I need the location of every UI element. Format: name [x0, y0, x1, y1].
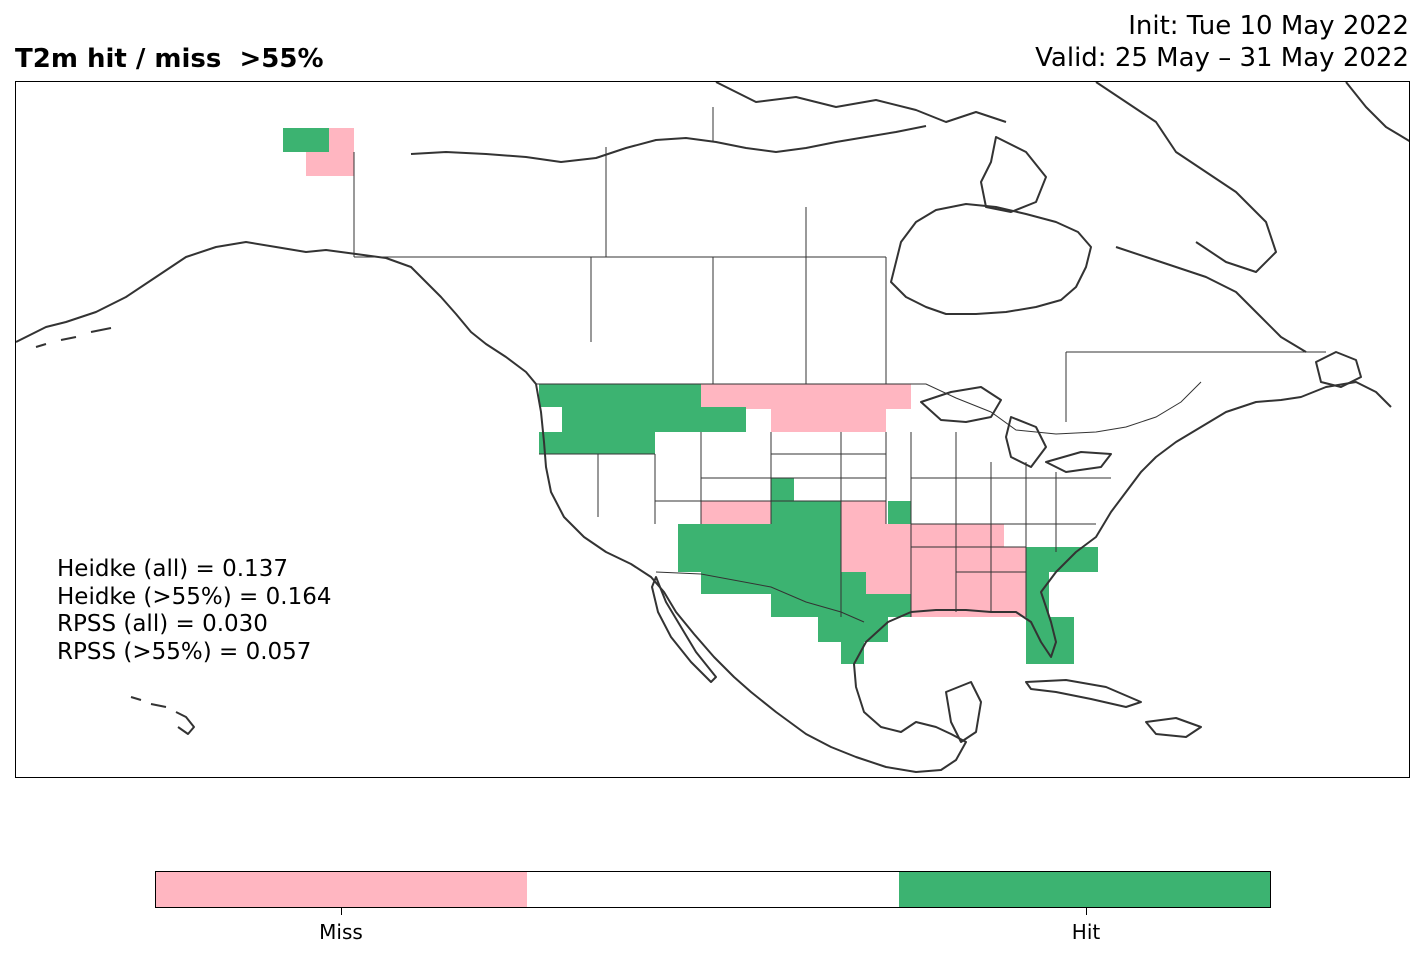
hit-cell-carolina — [1026, 547, 1098, 664]
legend-colorbar — [155, 871, 1271, 908]
miss-cell-colorado — [701, 501, 771, 524]
legend-tick-hit — [1086, 908, 1087, 915]
labrador-coast — [1115, 246, 1307, 353]
map-title: T2m hit / miss >55% — [15, 44, 324, 74]
score-annotations: Heidke (all) = 0.137 Heidke (>55%) = 0.1… — [57, 556, 331, 666]
coastlines — [16, 82, 1409, 773]
canada-provinces — [354, 107, 1326, 422]
arctic-island-2 — [980, 136, 1047, 213]
hit-cell-central — [771, 501, 841, 524]
greenland-coast — [1345, 82, 1409, 142]
map-canvas — [16, 82, 1409, 773]
arctic-coast — [410, 125, 927, 163]
map-panel — [15, 81, 1410, 778]
newfoundland — [1315, 351, 1362, 388]
miss-cells — [306, 128, 1026, 617]
hispaniola — [1145, 717, 1202, 738]
date-info: Init: Tue 10 May 2022 Valid: 25 May – 31… — [1035, 10, 1409, 74]
hit-cells — [283, 128, 1098, 664]
us-states-west — [539, 432, 887, 617]
legend-label-miss: Miss — [319, 920, 363, 944]
hit-cell-alaska — [283, 128, 329, 152]
great-lakes — [920, 386, 1112, 473]
hit-cell-pacific-nw — [539, 384, 746, 454]
arctic-island-3 — [1095, 82, 1277, 273]
hudson-bay-coast — [890, 203, 1092, 315]
rpss-55: RPSS (>55%) = 0.057 — [57, 638, 312, 665]
cuba — [1025, 679, 1142, 708]
legend-swatch-neutral — [527, 872, 899, 907]
hawaii — [130, 696, 195, 735]
aleutians — [35, 327, 112, 348]
north-america-coast — [16, 241, 1392, 773]
baja-peninsula — [651, 576, 717, 683]
hit-cell-colorado-mtn — [771, 478, 794, 501]
legend-swatch-miss — [156, 872, 528, 907]
us-canada-border — [536, 381, 1202, 435]
legend-swatch-hit — [898, 872, 1270, 907]
heidke-55: Heidke (>55%) = 0.164 — [57, 583, 332, 610]
us-states-east — [910, 432, 1111, 617]
arctic-island-1 — [715, 82, 1007, 123]
heidke-all: Heidke (all) = 0.137 — [57, 556, 288, 582]
miss-cell-montana — [701, 384, 911, 432]
hit-cell-southwest — [678, 524, 911, 664]
valid-date: Valid: 25 May – 31 May 2022 — [1035, 43, 1409, 73]
legend-label-hit: Hit — [1071, 920, 1101, 944]
rpss-all: RPSS (all) = 0.030 — [57, 611, 268, 637]
init-date: Init: Tue 10 May 2022 — [1128, 11, 1409, 41]
us-mexico-border — [655, 571, 865, 623]
hit-cell-ozark — [888, 501, 911, 524]
miss-cell-oklahoma — [841, 501, 886, 524]
legend-tick-miss — [341, 908, 342, 915]
borders — [353, 107, 1326, 623]
yucatan — [945, 681, 982, 743]
